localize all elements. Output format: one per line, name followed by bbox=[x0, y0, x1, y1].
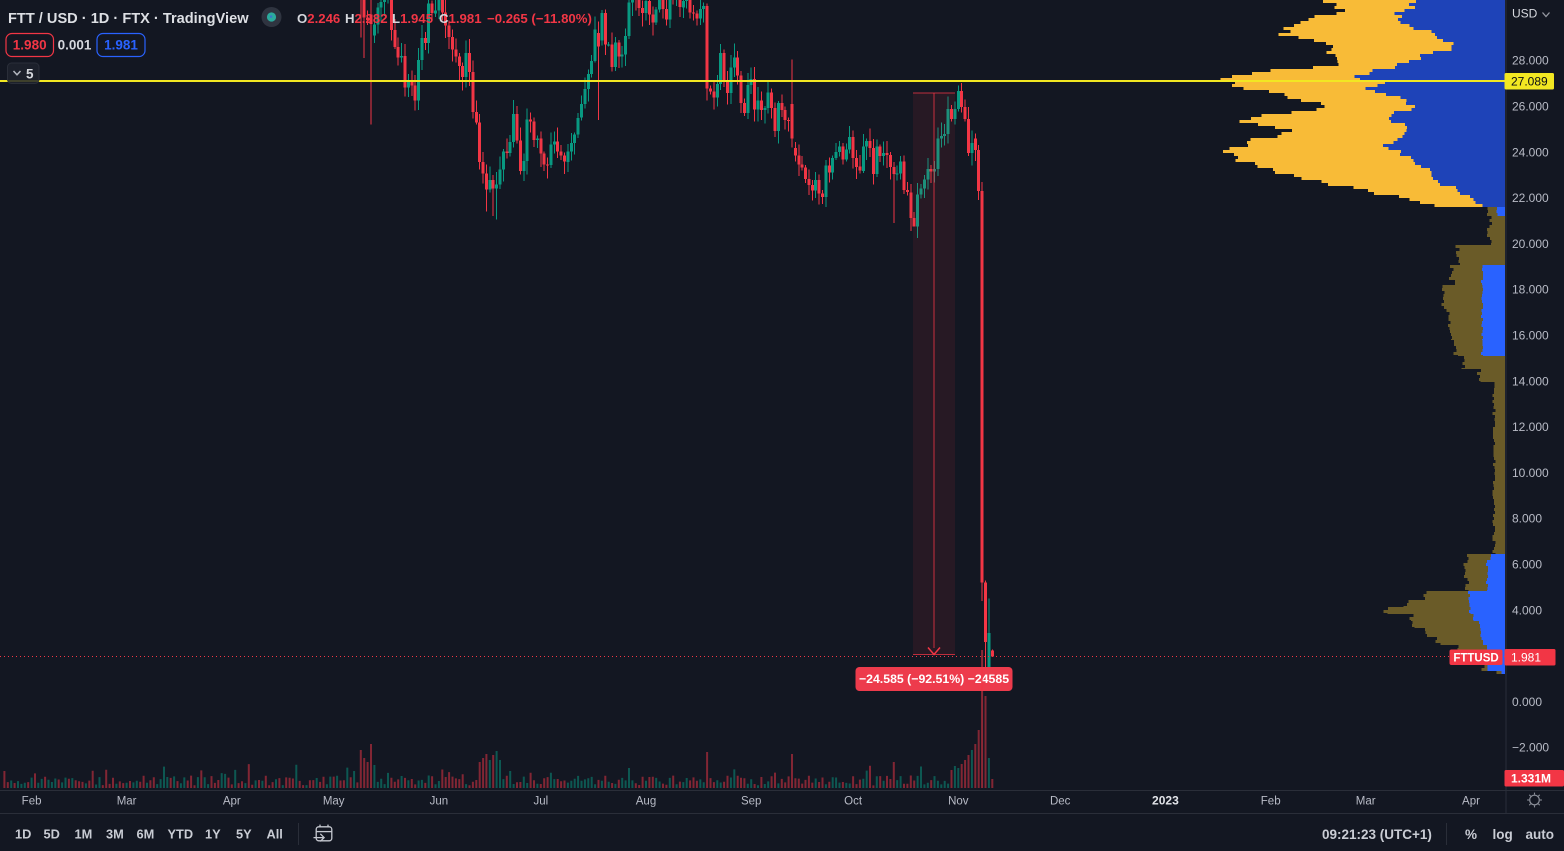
svg-text:log: log bbox=[1493, 827, 1513, 842]
svg-text:5Y: 5Y bbox=[236, 827, 252, 842]
svg-text:auto: auto bbox=[1526, 827, 1555, 842]
svg-text:1.981: 1.981 bbox=[1511, 651, 1541, 665]
svg-text:−24.585 (−92.51%) −24585: −24.585 (−92.51%) −24585 bbox=[859, 672, 1009, 686]
svg-text:YTD: YTD bbox=[168, 827, 194, 842]
svg-text:20.000: 20.000 bbox=[1512, 237, 1549, 251]
svg-text:%: % bbox=[1465, 827, 1477, 842]
svg-text:All: All bbox=[267, 827, 283, 842]
svg-text:4.000: 4.000 bbox=[1512, 603, 1542, 617]
svg-text:10.000: 10.000 bbox=[1512, 466, 1549, 480]
svg-text:0.000: 0.000 bbox=[1512, 695, 1542, 709]
svg-text:18.000: 18.000 bbox=[1512, 283, 1549, 297]
svg-text:Feb: Feb bbox=[1261, 796, 1281, 808]
svg-text:FTTUSD: FTTUSD bbox=[1453, 653, 1498, 665]
svg-text:Dec: Dec bbox=[1050, 796, 1071, 808]
svg-text:27.089: 27.089 bbox=[1511, 75, 1548, 89]
svg-text:FTT / USD · 1D · FTX · Trading: FTT / USD · 1D · FTX · TradingView bbox=[8, 11, 249, 27]
svg-text:26.000: 26.000 bbox=[1512, 100, 1549, 114]
svg-text:28.000: 28.000 bbox=[1512, 54, 1549, 68]
svg-text:1D: 1D bbox=[15, 827, 31, 842]
svg-text:Jul: Jul bbox=[533, 796, 548, 808]
svg-text:1.331M: 1.331M bbox=[1511, 772, 1551, 786]
svg-text:Apr: Apr bbox=[1462, 796, 1480, 808]
svg-text:Feb: Feb bbox=[22, 796, 42, 808]
svg-text:5: 5 bbox=[26, 67, 34, 82]
svg-text:5D: 5D bbox=[44, 827, 60, 842]
svg-text:1M: 1M bbox=[75, 827, 93, 842]
svg-text:−2.000: −2.000 bbox=[1512, 741, 1549, 755]
svg-text:09:21:23 (UTC+1): 09:21:23 (UTC+1) bbox=[1322, 827, 1432, 842]
svg-text:1.981: 1.981 bbox=[104, 38, 138, 53]
svg-text:Mar: Mar bbox=[117, 796, 137, 808]
svg-text:Jun: Jun bbox=[430, 796, 449, 808]
svg-text:Mar: Mar bbox=[1356, 796, 1376, 808]
svg-text:6M: 6M bbox=[137, 827, 155, 842]
svg-text:Apr: Apr bbox=[223, 796, 241, 808]
svg-text:24.000: 24.000 bbox=[1512, 145, 1549, 159]
svg-text:14.000: 14.000 bbox=[1512, 374, 1549, 388]
svg-text:8.000: 8.000 bbox=[1512, 512, 1542, 526]
svg-text:0.001: 0.001 bbox=[58, 38, 92, 53]
svg-text:2023: 2023 bbox=[1152, 794, 1179, 808]
svg-text:Sep: Sep bbox=[741, 796, 761, 808]
svg-text:6.000: 6.000 bbox=[1512, 558, 1542, 572]
svg-text:Oct: Oct bbox=[844, 796, 863, 808]
svg-text:May: May bbox=[323, 796, 345, 808]
svg-text:12.000: 12.000 bbox=[1512, 420, 1549, 434]
svg-text:1Y: 1Y bbox=[205, 827, 221, 842]
svg-text:Aug: Aug bbox=[636, 796, 656, 808]
svg-text:16.000: 16.000 bbox=[1512, 329, 1549, 343]
svg-text:3M: 3M bbox=[106, 827, 124, 842]
svg-text:22.000: 22.000 bbox=[1512, 191, 1549, 205]
svg-text:1.980: 1.980 bbox=[13, 38, 47, 53]
svg-text:USD: USD bbox=[1512, 7, 1538, 21]
svg-text:Nov: Nov bbox=[948, 796, 969, 808]
